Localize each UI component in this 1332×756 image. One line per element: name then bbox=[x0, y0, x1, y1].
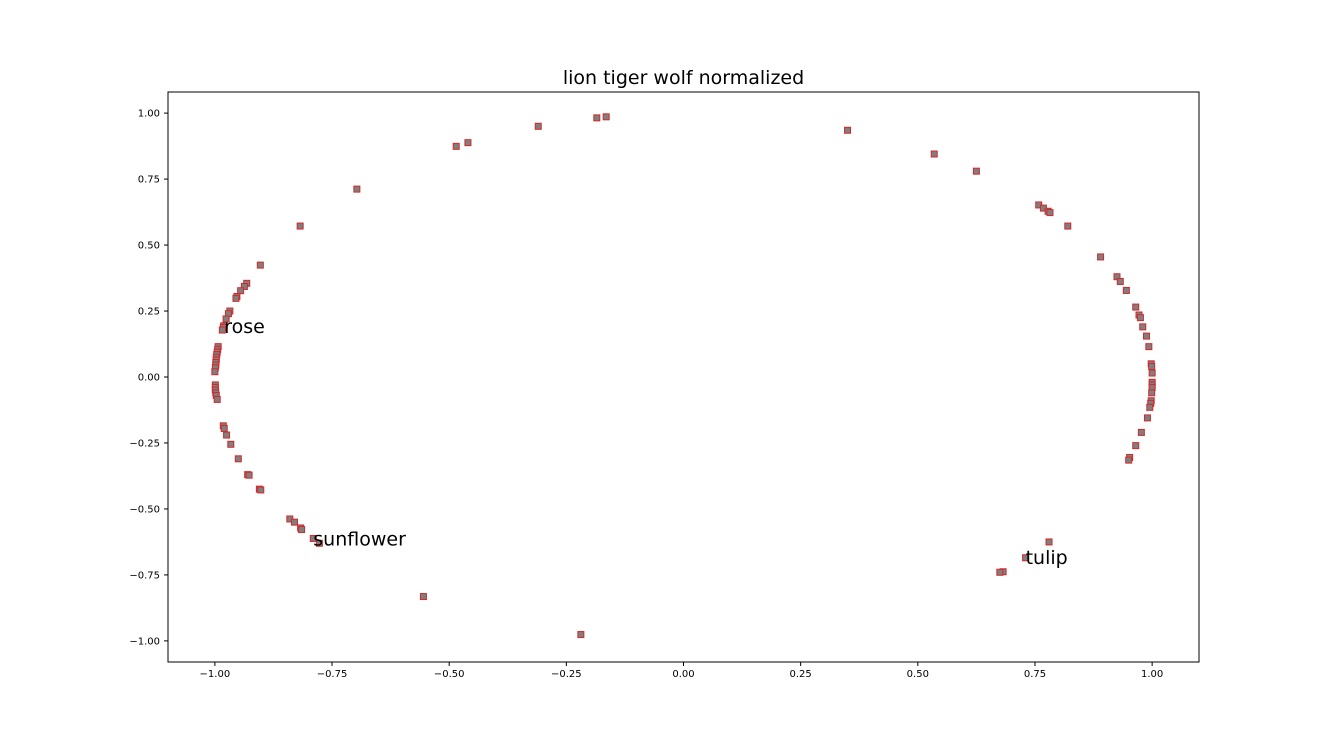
data-point bbox=[1148, 389, 1156, 397]
data-point bbox=[1137, 428, 1145, 436]
data-point bbox=[1146, 403, 1154, 411]
data-point bbox=[844, 126, 852, 134]
x-tick-label: −0.25 bbox=[551, 669, 582, 680]
data-point bbox=[353, 185, 361, 193]
x-tick-label: 0.75 bbox=[1024, 669, 1046, 680]
y-tick-label: 1.00 bbox=[138, 109, 160, 120]
data-point bbox=[1132, 303, 1140, 311]
y-tick-label: 0.00 bbox=[138, 373, 160, 384]
data-point bbox=[1136, 314, 1144, 322]
data-point bbox=[1046, 209, 1054, 217]
y-tick-label: −0.50 bbox=[129, 504, 160, 515]
data-point bbox=[1148, 369, 1156, 377]
data-point bbox=[237, 287, 245, 295]
data-point bbox=[309, 535, 317, 542]
x-tick-label: 0.00 bbox=[672, 669, 694, 680]
x-axis: −1.00 −0.75 −0.50 −0.25 0.00 0.25 0.50 0.75 1.00 bbox=[200, 662, 1163, 680]
data-point bbox=[220, 424, 228, 432]
data-point bbox=[1064, 222, 1072, 230]
x-tick-label: −0.50 bbox=[434, 669, 465, 680]
data-point bbox=[256, 261, 264, 269]
data-point bbox=[245, 471, 253, 479]
data-points bbox=[211, 113, 1156, 639]
data-point bbox=[211, 368, 219, 376]
data-point bbox=[222, 315, 230, 323]
data-point bbox=[1125, 456, 1133, 464]
data-point bbox=[452, 142, 460, 150]
data-point bbox=[240, 282, 248, 290]
x-tick-label: 0.25 bbox=[790, 669, 812, 680]
data-point bbox=[296, 222, 304, 230]
x-tick-label: −1.00 bbox=[200, 669, 231, 680]
chart-title: lion tiger wolf normalized bbox=[563, 67, 804, 89]
data-point bbox=[291, 518, 299, 526]
data-point bbox=[593, 114, 601, 122]
data-point bbox=[1132, 442, 1140, 450]
data-point bbox=[577, 631, 585, 639]
y-axis: −1.00 −0.75 −0.50 −0.25 0.00 0.25 0.50 0.75 1.00 bbox=[129, 109, 168, 647]
x-tick-label: 0.50 bbox=[907, 669, 929, 680]
data-point bbox=[1139, 323, 1147, 331]
data-point bbox=[223, 431, 231, 439]
data-point bbox=[1143, 332, 1151, 340]
data-point bbox=[1122, 286, 1130, 294]
point-annotation-label: rose bbox=[224, 316, 265, 338]
data-point bbox=[972, 167, 980, 175]
point-annotation-label: tulip bbox=[1026, 547, 1068, 569]
data-point bbox=[227, 440, 235, 448]
plot-area-frame bbox=[167, 91, 1200, 663]
y-tick-label: −0.25 bbox=[129, 438, 160, 449]
point-annotation-label: sunflower bbox=[313, 528, 406, 550]
data-point bbox=[1148, 362, 1156, 370]
data-point bbox=[930, 150, 938, 158]
data-point bbox=[232, 294, 240, 302]
data-point bbox=[1022, 554, 1030, 562]
data-point bbox=[1143, 414, 1151, 422]
data-point bbox=[534, 122, 542, 130]
y-tick-label: −0.75 bbox=[129, 570, 160, 581]
data-point bbox=[1045, 538, 1053, 546]
x-tick-label: −0.75 bbox=[317, 669, 348, 680]
data-point bbox=[1116, 277, 1124, 285]
data-point bbox=[218, 326, 226, 334]
data-point bbox=[298, 526, 306, 534]
data-point bbox=[464, 139, 472, 147]
data-point bbox=[1097, 253, 1105, 261]
y-tick-label: 0.25 bbox=[138, 307, 160, 318]
data-point bbox=[1145, 343, 1153, 351]
y-tick-label: −1.00 bbox=[129, 636, 160, 647]
data-point bbox=[213, 395, 221, 403]
y-tick-label: 0.50 bbox=[138, 241, 160, 252]
x-tick-label: 1.00 bbox=[1141, 669, 1163, 680]
data-point bbox=[257, 486, 265, 494]
data-point bbox=[419, 593, 427, 601]
y-tick-label: 0.75 bbox=[138, 175, 160, 186]
data-point bbox=[602, 113, 610, 121]
point-annotations: rose sunflower tulip bbox=[224, 316, 1067, 569]
data-point bbox=[996, 568, 1004, 576]
data-point bbox=[234, 455, 242, 463]
data-point bbox=[315, 539, 323, 547]
